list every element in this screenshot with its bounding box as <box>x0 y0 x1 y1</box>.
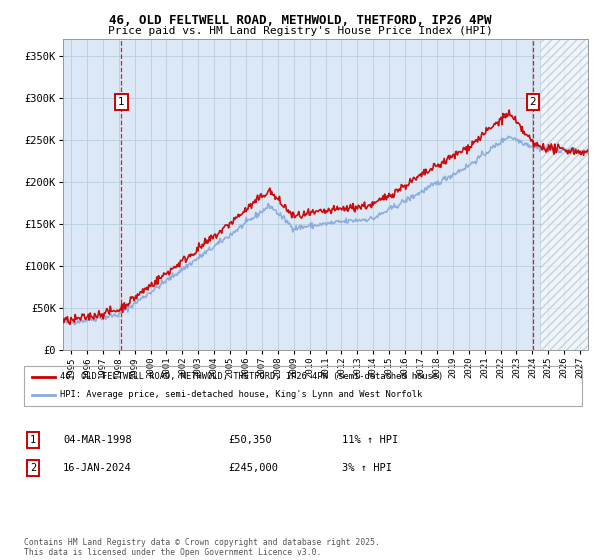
Text: 1: 1 <box>118 97 125 107</box>
Text: HPI: Average price, semi-detached house, King's Lynn and West Norfolk: HPI: Average price, semi-detached house,… <box>60 390 422 399</box>
Text: Contains HM Land Registry data © Crown copyright and database right 2025.
This d: Contains HM Land Registry data © Crown c… <box>24 538 380 557</box>
Text: 2: 2 <box>530 97 536 107</box>
Text: 3% ↑ HPI: 3% ↑ HPI <box>342 463 392 473</box>
Bar <box>540 39 588 350</box>
Text: 46, OLD FELTWELL ROAD, METHWOLD, THETFORD, IP26 4PW (semi-detached house): 46, OLD FELTWELL ROAD, METHWOLD, THETFOR… <box>60 372 443 381</box>
Text: 04-MAR-1998: 04-MAR-1998 <box>63 435 132 445</box>
Text: Price paid vs. HM Land Registry's House Price Index (HPI): Price paid vs. HM Land Registry's House … <box>107 26 493 36</box>
Text: £245,000: £245,000 <box>228 463 278 473</box>
Text: 16-JAN-2024: 16-JAN-2024 <box>63 463 132 473</box>
Text: 2: 2 <box>30 463 36 473</box>
Text: 11% ↑ HPI: 11% ↑ HPI <box>342 435 398 445</box>
Text: 1: 1 <box>30 435 36 445</box>
Text: £50,350: £50,350 <box>228 435 272 445</box>
Text: 46, OLD FELTWELL ROAD, METHWOLD, THETFORD, IP26 4PW: 46, OLD FELTWELL ROAD, METHWOLD, THETFOR… <box>109 14 491 27</box>
